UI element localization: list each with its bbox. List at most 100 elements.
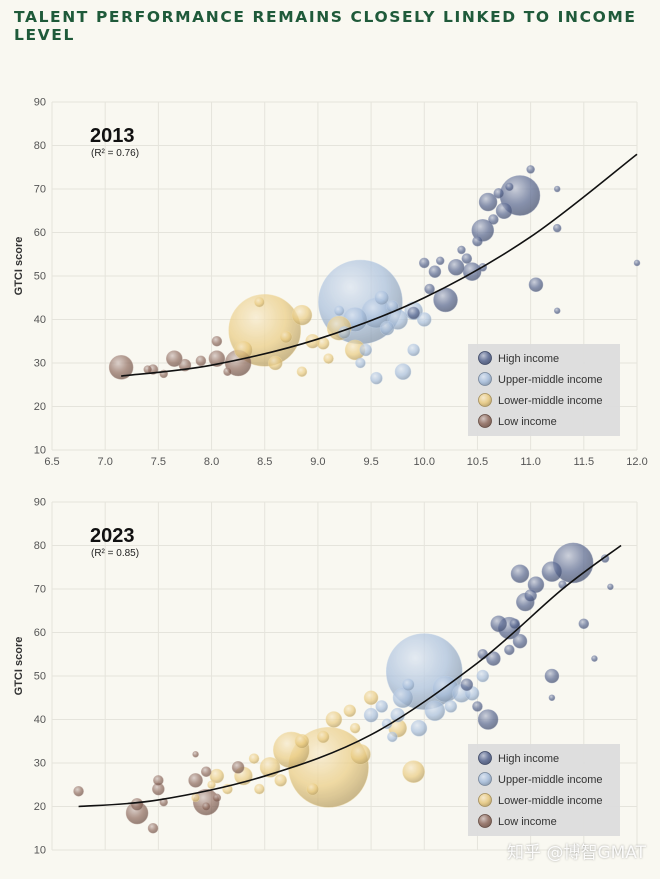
legend-label: Lower-middle income [498, 395, 603, 407]
data-point-low [195, 355, 207, 367]
data-point-lower-middle [325, 711, 343, 728]
data-point-high [472, 701, 483, 712]
y-tick-label: 20 [34, 801, 46, 813]
data-point-high [461, 253, 473, 264]
page-title: TALENT PERFORMANCE REMAINS CLOSELY LINKE… [14, 8, 637, 44]
data-point-high [528, 277, 544, 292]
data-point-high [488, 214, 499, 225]
x-tick-label: 9.5 [363, 456, 378, 466]
legend-label: Upper-middle income [498, 374, 603, 386]
r2-label: (R² = 0.76) [91, 148, 139, 159]
data-point-lower-middle [234, 340, 253, 360]
y-tick-label: 30 [34, 758, 46, 770]
y-axis-label: GTCI score [13, 237, 25, 296]
legend-marker-upper-middle [478, 372, 492, 386]
data-point-high [509, 618, 520, 630]
y-tick-label: 30 [34, 358, 46, 370]
x-tick-label: 7.0 [98, 456, 113, 466]
data-point-lower-middle [191, 793, 200, 803]
legend-marker-lower-middle [478, 793, 492, 807]
data-point-lower-middle [254, 296, 265, 308]
data-point-high [407, 306, 420, 320]
data-point-upper-middle [379, 320, 395, 336]
data-point-lower-middle [268, 355, 283, 371]
data-point-low [147, 822, 159, 834]
data-point-high [477, 709, 499, 730]
data-point-lower-middle [402, 760, 425, 784]
data-point-lower-middle [363, 690, 379, 706]
data-point-high [633, 259, 641, 267]
bubbles [108, 165, 641, 385]
year-label: 2013 [90, 125, 135, 147]
data-point-lower-middle [323, 353, 334, 364]
data-point-lower-middle [350, 743, 371, 765]
data-point-low [108, 355, 134, 380]
data-point-upper-middle [407, 343, 420, 357]
legend-box [468, 344, 620, 436]
data-point-low [166, 350, 183, 367]
x-tick-label: 8.0 [204, 456, 219, 466]
data-point-low [130, 798, 144, 811]
data-point-low [223, 367, 232, 377]
x-tick-label: 10.5 [467, 456, 488, 466]
data-point-lower-middle [349, 722, 361, 734]
data-point-high [460, 678, 474, 691]
y-tick-label: 50 [34, 671, 46, 683]
data-point-low [153, 775, 164, 786]
legend-label: Upper-middle income [498, 774, 603, 786]
data-point-low [192, 788, 220, 816]
data-point-high [504, 644, 515, 656]
trend-curve [121, 153, 638, 377]
data-point-lower-middle [291, 304, 313, 326]
legend-marker-low [478, 814, 492, 828]
data-point-low [231, 761, 245, 774]
data-point-high [472, 235, 483, 247]
year-label: 2023 [90, 525, 135, 547]
data-point-high [457, 245, 466, 255]
y-tick-label: 40 [34, 714, 46, 726]
data-point-high [477, 648, 489, 660]
data-point-low [192, 750, 199, 758]
x-tick-label: 9.0 [310, 456, 325, 466]
data-point-upper-middle [476, 669, 490, 683]
y-tick-label: 60 [34, 627, 46, 639]
data-point-high [526, 165, 535, 174]
legend-marker-high [478, 751, 492, 765]
data-point-upper-middle [416, 312, 432, 327]
y-tick-label: 90 [34, 497, 46, 509]
x-tick-label: 11.0 [520, 456, 541, 466]
data-point-upper-middle [387, 731, 398, 743]
data-point-low [212, 793, 222, 803]
y-tick-label: 60 [34, 227, 46, 239]
data-point-high [424, 283, 435, 295]
x-tick-label: 10.0 [414, 456, 435, 466]
watermark: 知乎 @博智GMAT [507, 843, 646, 863]
data-point-high [600, 554, 610, 563]
y-tick-label: 70 [34, 184, 46, 196]
data-point-upper-middle [374, 290, 390, 306]
data-point-high [478, 192, 498, 212]
data-point-lower-middle [316, 730, 330, 744]
data-point-high [418, 257, 430, 269]
data-point-low [211, 335, 223, 347]
data-point-upper-middle [359, 343, 373, 357]
trend-curve [78, 544, 622, 808]
legend-label: Low income [498, 416, 557, 428]
data-point-high [490, 615, 508, 633]
data-point-high [544, 668, 560, 684]
data-point-high [607, 583, 614, 591]
data-point-lower-middle [343, 704, 357, 718]
legend-label: Low income [498, 816, 557, 828]
legend: High income Upper-middle income Lower-midd… [468, 344, 620, 436]
data-point-lower-middle [294, 733, 310, 749]
data-point-upper-middle [363, 707, 379, 723]
legend-marker-low [478, 414, 492, 428]
data-point-lower-middle [274, 774, 287, 787]
data-point-low [73, 785, 84, 797]
data-point-lower-middle [209, 768, 225, 784]
y-tick-label: 10 [34, 445, 46, 457]
x-tick-label: 11.5 [574, 456, 595, 466]
data-point-high [495, 202, 513, 220]
data-point-high [553, 307, 561, 315]
data-point-high [471, 219, 495, 242]
